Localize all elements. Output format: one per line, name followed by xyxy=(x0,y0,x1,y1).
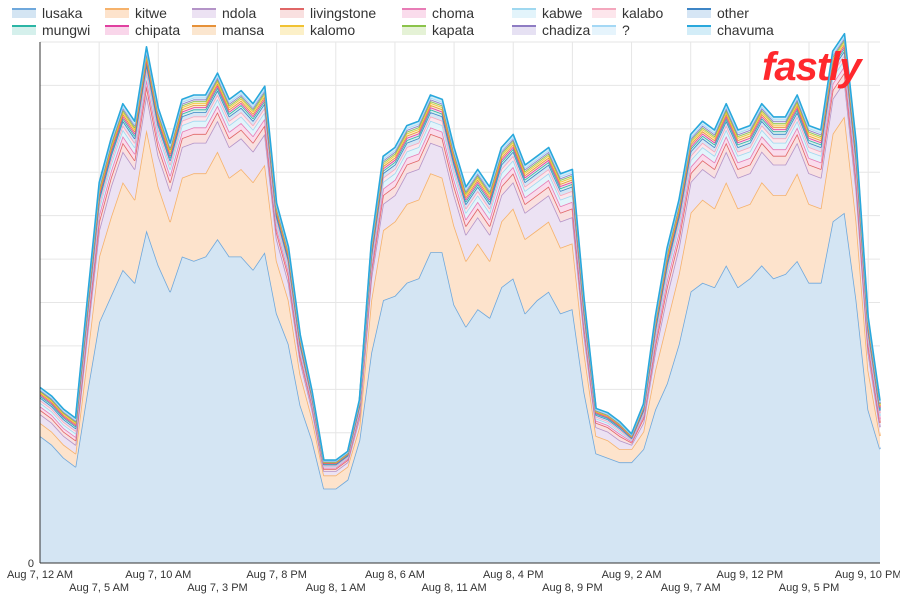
legend-item-livingstone: livingstone xyxy=(280,5,376,21)
legend-label: chavuma xyxy=(717,22,774,38)
legend-swatch xyxy=(192,8,216,18)
legend-label: chadiza xyxy=(542,22,590,38)
legend-item-lusaka: lusaka xyxy=(12,5,83,21)
legend-label: ndola xyxy=(222,5,256,21)
legend-swatch xyxy=(12,25,36,35)
legend-swatch xyxy=(280,25,304,35)
x-tick-label: Aug 7, 12 AM xyxy=(7,569,73,581)
x-tick-label: Aug 8, 11 AM xyxy=(421,582,486,594)
area-kitwe xyxy=(40,116,880,489)
legend-label: kitwe xyxy=(135,5,167,21)
legend-label: livingstone xyxy=(310,5,376,21)
legend-swatch xyxy=(12,8,36,18)
legend-item-chipata: chipata xyxy=(105,22,180,38)
legend-item-chadiza: chadiza xyxy=(512,22,590,38)
x-tick-label: Aug 9, 5 PM xyxy=(779,582,840,594)
legend-swatch xyxy=(280,8,304,18)
x-tick-label: Aug 9, 7 AM xyxy=(661,582,721,594)
legend-swatch xyxy=(402,8,426,18)
legend-item-other: other xyxy=(687,5,749,21)
x-tick-label: Aug 8, 9 PM xyxy=(542,582,603,594)
x-tick-label: Aug 7, 10 AM xyxy=(125,569,191,581)
legend-item-ndola: ndola xyxy=(192,5,256,21)
x-tick-label: Aug 9, 2 AM xyxy=(602,569,662,581)
legend-item-choma: choma xyxy=(402,5,474,21)
legend-swatch xyxy=(512,8,536,18)
legend-item-chavuma: chavuma xyxy=(687,22,774,38)
fastly-logo-text: fastly xyxy=(762,45,863,89)
legend-item-kapata: kapata xyxy=(402,22,474,38)
legend-label: lusaka xyxy=(42,5,83,21)
legend-item-unknown: ? xyxy=(592,22,630,38)
legend-swatch xyxy=(687,8,711,18)
area-lusaka xyxy=(40,212,880,563)
legend-swatch xyxy=(105,25,129,35)
legend-swatch xyxy=(592,8,616,18)
legend-item-kabwe: kabwe xyxy=(512,5,583,21)
legend-item-kalomo: kalomo xyxy=(280,22,355,38)
legend-label: kalabo xyxy=(622,5,663,21)
y-axis-tick-labels: 0 xyxy=(28,558,34,570)
legend-item-kitwe: kitwe xyxy=(105,5,167,21)
x-tick-label: Aug 8, 1 AM xyxy=(306,582,366,594)
legend-swatch xyxy=(402,25,426,35)
legend-label: kabwe xyxy=(542,5,583,21)
legend-swatch xyxy=(687,25,711,35)
legend-label: mansa xyxy=(222,22,264,38)
legend-item-mansa: mansa xyxy=(192,22,264,38)
chart-areas xyxy=(39,32,881,563)
legend-label: mungwi xyxy=(42,22,90,38)
legend-label: other xyxy=(717,5,749,21)
legend-label: choma xyxy=(432,5,474,21)
legend-swatch xyxy=(192,25,216,35)
legend-item-mungwi: mungwi xyxy=(12,22,90,38)
legend-label: kalomo xyxy=(310,22,355,38)
legend-swatch xyxy=(592,25,616,35)
x-tick-label: Aug 9, 12 PM xyxy=(717,569,784,581)
x-tick-label: Aug 8, 6 AM xyxy=(365,569,425,581)
x-tick-label: Aug 8, 4 PM xyxy=(483,569,544,581)
x-tick-label: Aug 7, 3 PM xyxy=(187,582,248,594)
legend-swatch xyxy=(512,25,536,35)
line-chavuma xyxy=(39,32,881,461)
x-tick-label: Aug 7, 8 PM xyxy=(246,569,307,581)
legend-item-kalabo: kalabo xyxy=(592,5,663,21)
legend-label: ? xyxy=(622,22,630,38)
chart-legend: lusaka kitwe ndola livingstone choma kabwe kal… xyxy=(12,5,774,38)
chart-axes xyxy=(39,42,880,564)
x-tick-label: Aug 7, 5 AM xyxy=(69,582,129,594)
y-tick-label: 0 xyxy=(28,558,34,570)
legend-label: kapata xyxy=(432,22,474,38)
x-tick-label: Aug 9, 10 PM xyxy=(835,569,900,581)
fastly-logo: fastly xyxy=(762,45,864,89)
legend-swatch xyxy=(105,8,129,18)
legend-label: chipata xyxy=(135,22,180,38)
